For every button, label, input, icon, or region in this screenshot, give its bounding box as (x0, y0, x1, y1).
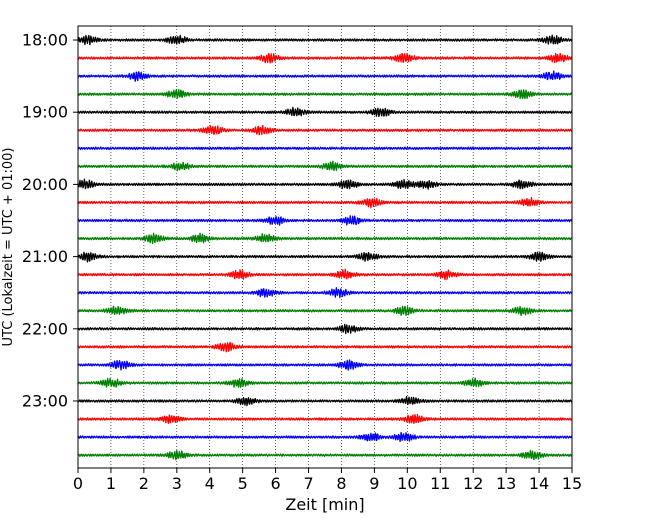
x-tick-label: 2 (139, 474, 149, 493)
x-tick-label: 3 (172, 474, 182, 493)
y-tick-label: 18:00 (22, 31, 68, 50)
trace-2115 (77, 268, 573, 281)
trace-2215 (77, 341, 573, 353)
x-tick-label: 5 (238, 474, 248, 493)
trace-1800 (77, 34, 573, 46)
trace-1815 (77, 52, 573, 64)
y-axis: 18:00 19:00 20:00 21:00 22:00 23:00 (22, 31, 78, 411)
x-tick-label: 11 (430, 474, 450, 493)
x-tick-label: 14 (529, 474, 549, 493)
trace-2045 (77, 232, 573, 244)
x-tick-label: 0 (73, 474, 83, 493)
trace-2030 (77, 215, 573, 226)
y-tick-label: 23:00 (22, 392, 68, 411)
trace-2330 (77, 431, 573, 443)
trace-1830 (77, 70, 573, 82)
trace-1930 (77, 146, 573, 151)
x-tick-label: 12 (463, 474, 483, 493)
plot-frame (77, 25, 573, 469)
x-axis-label: Zeit [min] (285, 495, 364, 514)
trace-2200 (77, 323, 573, 335)
trace-2145 (77, 305, 573, 317)
x-tick-label: 4 (205, 474, 215, 493)
x-tick-label: 8 (336, 474, 346, 493)
trace-1915 (77, 124, 573, 136)
x-tick-label: 9 (369, 474, 379, 493)
x-tick-label: 6 (271, 474, 281, 493)
x-tick-label: 10 (397, 474, 417, 493)
y-tick-label: 19:00 (22, 103, 68, 122)
trace-2000 (77, 178, 573, 190)
trace-1945 (77, 160, 573, 172)
x-tick-label: 7 (303, 474, 313, 493)
trace-2300 (77, 396, 573, 407)
y-axis-label: UTC (Lokalzeit = UTC + 01:00) (1, 148, 16, 347)
x-tick-label: 1 (106, 474, 116, 493)
trace-1845 (77, 89, 573, 100)
x-axis: 0 1 2 3 4 5 6 7 8 9 10 11 12 13 14 15 (73, 468, 582, 493)
y-tick-label: 20:00 (22, 175, 68, 194)
trace-2130 (77, 287, 573, 299)
trace-layer (77, 34, 573, 461)
trace-1900 (77, 106, 573, 118)
trace-2345 (77, 449, 573, 461)
x-tick-label: 13 (496, 474, 516, 493)
x-tick-label: 15 (562, 474, 582, 493)
y-tick-label: 21:00 (22, 247, 68, 266)
trace-2230 (77, 359, 573, 371)
trace-2245 (77, 377, 573, 388)
trace-2315 (77, 413, 573, 425)
trace-2015 (77, 196, 573, 209)
trace-2100 (77, 251, 573, 263)
y-tick-label: 22:00 (22, 319, 68, 338)
